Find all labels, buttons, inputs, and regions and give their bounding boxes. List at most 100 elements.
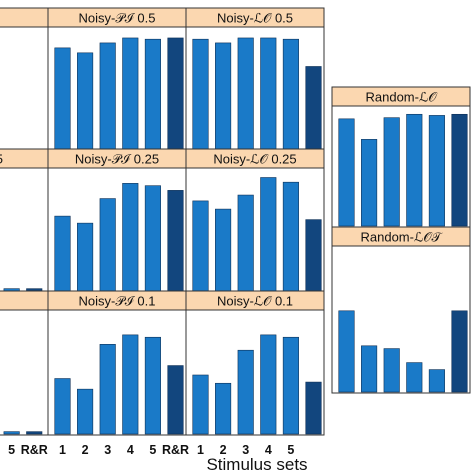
panel-plot-area <box>331 105 471 228</box>
panel-title: Random-ℒ𝒪𝒯 <box>361 230 444 245</box>
bar-randr <box>451 113 468 227</box>
panel-plot-area <box>0 167 49 293</box>
panel-strip <box>0 290 49 311</box>
x-tick-label: 1 <box>59 443 66 457</box>
panel-plot-area <box>47 167 187 293</box>
panel-noisy-lo-025: Noisy-ℒ𝒪 0.25 <box>185 148 325 293</box>
bar-2 <box>215 382 232 435</box>
x-tick-label: 4 <box>127 443 134 457</box>
bar-randr <box>305 219 322 292</box>
bar-5 <box>428 369 445 393</box>
bar-5 <box>3 431 20 435</box>
panel-plot-area <box>0 309 49 436</box>
x-tick-label: 5 <box>149 443 156 457</box>
bar-2 <box>77 222 94 292</box>
bar-1 <box>338 310 355 393</box>
bar-3 <box>237 37 254 158</box>
bar-3 <box>237 194 254 292</box>
x-tick-label: 1 <box>197 443 204 457</box>
panel-plot-area <box>0 26 49 159</box>
bar-1 <box>54 47 71 158</box>
panel-left-bot: .15R&R <box>0 290 49 457</box>
x-tick-label: 5 <box>8 443 15 457</box>
bar-2 <box>361 139 378 227</box>
panel-left-mid: .25 <box>0 148 49 293</box>
bar-2 <box>77 52 94 158</box>
bar-randr <box>451 310 468 393</box>
bar-4 <box>260 177 277 292</box>
bar-3 <box>383 117 400 227</box>
bar-randr <box>26 431 43 435</box>
panel-random-lot: Random-ℒ𝒪𝒯 <box>331 226 471 394</box>
chart-panels: Noisy-𝒫ℐ 0.5 Noisy-ℒ𝒪 0.5 .25 Noisy-𝒫ℐ 0.25… <box>0 7 471 457</box>
bar-2 <box>361 345 378 393</box>
bar-3 <box>383 348 400 393</box>
x-axis-title: Stimulus sets <box>206 455 307 474</box>
bar-2 <box>215 42 232 158</box>
bar-3 <box>237 349 254 435</box>
panel-title: Noisy-𝒫ℐ 0.1 <box>79 294 156 309</box>
panel-noisy-pi-01: Noisy-𝒫ℐ 0.1 1 2 3 4 5 R&R <box>47 290 189 457</box>
bar-3 <box>99 42 116 158</box>
panel-title: Noisy-ℒ𝒪 0.5 <box>217 11 293 26</box>
bar-randr <box>167 37 184 158</box>
bar-5 <box>428 115 445 227</box>
bar-5 <box>282 336 299 435</box>
panel-title: Noisy-𝒫ℐ 0.5 <box>79 11 156 26</box>
panel-title: Noisy-𝒫ℐ 0.25 <box>75 152 159 167</box>
bar-4 <box>406 362 423 393</box>
bar-1 <box>192 200 209 292</box>
bar-3 <box>99 198 116 292</box>
bar-3 <box>99 344 116 435</box>
bar-4 <box>122 334 139 435</box>
panel-plot-area <box>185 167 325 293</box>
bar-5 <box>144 336 161 435</box>
bar-4 <box>260 37 277 158</box>
bar-1 <box>192 38 209 158</box>
x-tick-label: R&R <box>21 443 48 457</box>
x-tick-label: 5 <box>287 443 294 457</box>
x-tick-label: R&R <box>162 443 189 457</box>
panel-title: Noisy-ℒ𝒪 0.25 <box>213 152 296 167</box>
panel-plot-area <box>47 309 187 436</box>
bar-2 <box>77 388 94 435</box>
panel-plot-area <box>331 245 471 394</box>
x-tick-label: 3 <box>104 443 111 457</box>
panel-noisy-pi-025: Noisy-𝒫ℐ 0.25 <box>47 148 187 293</box>
bar-randr <box>305 66 322 158</box>
panel-plot-area <box>47 26 187 159</box>
panel-noisy-lo-05: Noisy-ℒ𝒪 0.5 <box>185 7 325 159</box>
panel-noisy-pi-05: Noisy-𝒫ℐ 0.5 <box>47 7 187 159</box>
bar-5 <box>282 38 299 158</box>
panel-plot-area <box>185 26 325 159</box>
x-tick-label: 2 <box>82 443 89 457</box>
panel-random-lo: Random-ℒ𝒪 <box>331 86 471 228</box>
bar-2 <box>215 208 232 292</box>
panel-strip <box>0 7 49 28</box>
panel-noisy-lo-01: Noisy-ℒ𝒪 0.1 1 2 3 4 5 <box>185 290 325 457</box>
panel-title: Noisy-ℒ𝒪 0.1 <box>217 294 293 309</box>
panel-strip <box>0 148 49 169</box>
bar-randr <box>305 381 322 435</box>
bar-4 <box>260 334 277 435</box>
panel-left-top <box>0 7 49 159</box>
bar-randr <box>167 365 184 435</box>
bar-1 <box>54 378 71 435</box>
x-tick-label: 4 <box>265 443 272 457</box>
panel-plot-area <box>185 309 325 436</box>
x-tick-label: 2 <box>220 443 227 457</box>
bar-1 <box>192 374 209 435</box>
panel-title: .25 <box>0 152 3 167</box>
bar-5 <box>144 38 161 158</box>
x-tick-label: 3 <box>242 443 249 457</box>
bar-4 <box>406 113 423 227</box>
bar-1 <box>54 215 71 292</box>
bar-1 <box>338 118 355 227</box>
bar-5 <box>282 181 299 292</box>
bar-4 <box>122 183 139 292</box>
bar-4 <box>122 37 139 158</box>
panel-title: Random-ℒ𝒪 <box>365 90 437 105</box>
bar-randr <box>167 190 184 292</box>
bar-5 <box>144 185 161 292</box>
